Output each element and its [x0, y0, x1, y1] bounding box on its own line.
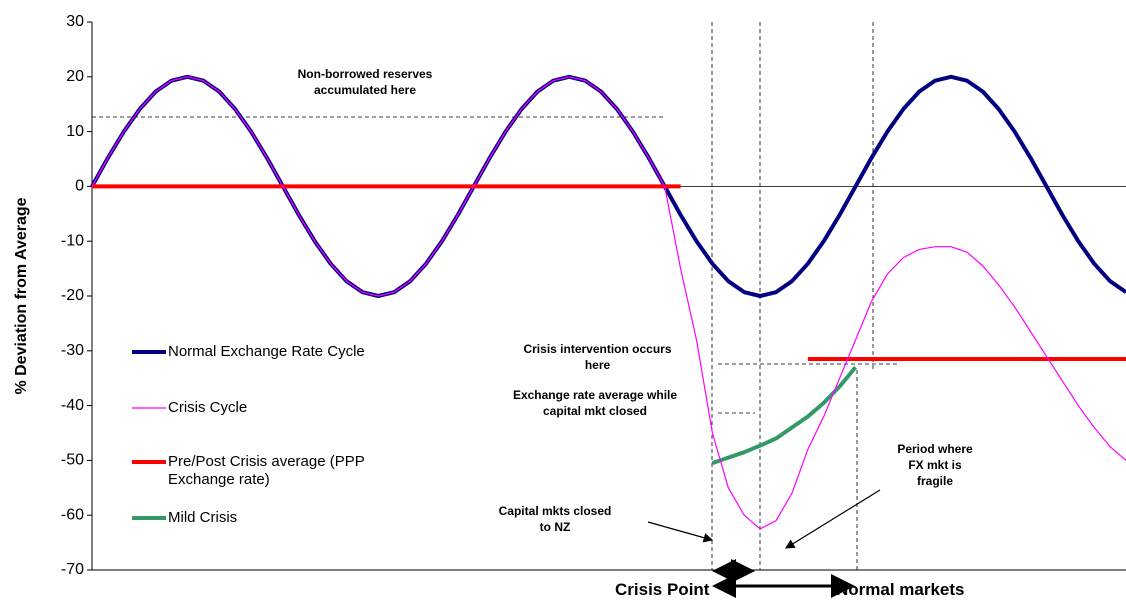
y-tick-label: 30: [66, 13, 84, 30]
legend-label: Pre/Post Crisis average (PPP Exchange ra…: [168, 453, 365, 488]
series-line: [92, 184, 1126, 362]
annotation: Non-borrowed reserves accumulated here: [297, 67, 433, 97]
series-line: [91, 76, 1126, 530]
annotation: Crisis Point: [615, 580, 710, 599]
arrow: [647, 521, 714, 543]
legend-label: Normal Exchange Rate Cycle: [168, 343, 365, 360]
annotation: Exchange rate average while capital mkt …: [512, 388, 678, 418]
legend-label: Crisis Cycle: [168, 399, 248, 416]
annotation: Crisis intervention occurs here: [523, 342, 672, 372]
arrow: [784, 489, 881, 549]
y-tick-label: -70: [61, 561, 84, 578]
annotation: Capital mkts closed to NZ: [498, 504, 612, 534]
y-tick-label: -10: [61, 232, 84, 249]
y-tick-label: 0: [75, 178, 84, 195]
annotation: Normal markets: [836, 580, 965, 599]
y-axis-label: % Deviation from Average: [13, 197, 30, 394]
y-tick-label: -30: [61, 342, 84, 359]
y-tick-label: -20: [61, 287, 84, 304]
legend-label: Mild Crisis: [168, 509, 238, 526]
y-tick-label: -40: [61, 397, 84, 414]
y-tick-label: -50: [61, 452, 84, 469]
series-line: [711, 365, 858, 466]
arrows: [647, 489, 881, 598]
y-tick-label: 10: [66, 123, 84, 140]
y-tick-label: -60: [61, 506, 84, 523]
annotation: Period where FX mkt is fragile: [897, 442, 973, 488]
y-tick-label: 20: [66, 68, 84, 85]
